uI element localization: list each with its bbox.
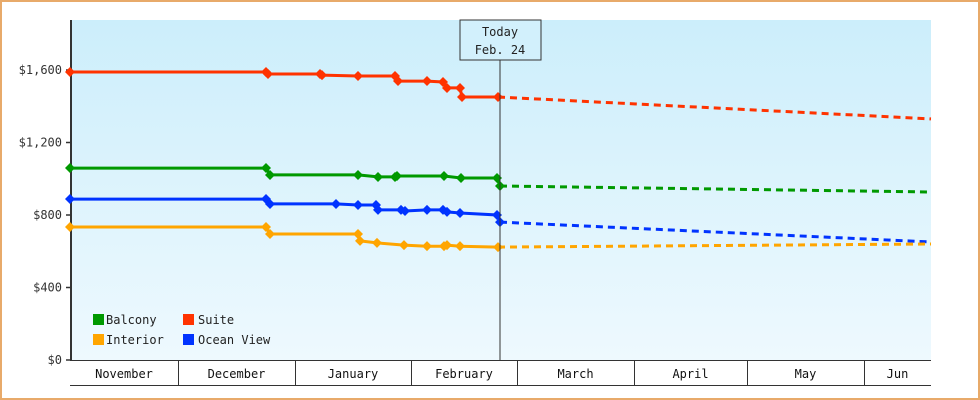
data-point-marker[interactable]: [263, 68, 273, 79]
data-point-marker[interactable]: [65, 194, 75, 205]
data-point-marker[interactable]: [393, 76, 403, 87]
data-point-marker[interactable]: [400, 206, 410, 217]
data-point-marker[interactable]: [265, 198, 275, 209]
legend: Balcony Suite Interior Ocean View: [93, 313, 271, 347]
legend-item-balcony[interactable]: Balcony: [93, 313, 157, 327]
legend-item-suite[interactable]: Suite: [183, 313, 234, 327]
data-point-marker[interactable]: [265, 229, 275, 240]
data-point-marker[interactable]: [331, 198, 341, 209]
data-point-marker[interactable]: [373, 204, 383, 215]
data-point-marker[interactable]: [455, 241, 465, 252]
data-point-marker[interactable]: [422, 204, 432, 215]
data-point-marker[interactable]: [457, 92, 467, 103]
series-lines: [65, 66, 932, 253]
data-point-marker[interactable]: [65, 66, 75, 77]
x-month-label: March: [557, 367, 593, 381]
data-point-marker[interactable]: [65, 163, 75, 174]
x-month-label: January: [328, 367, 379, 381]
series-balcony: [65, 163, 932, 194]
legend-label-suite: Suite: [198, 313, 234, 327]
y-tick-label: $0: [48, 353, 62, 367]
series-interior: [65, 221, 932, 253]
legend-label-interior: Interior: [106, 333, 164, 347]
legend-label-ocean-view: Ocean View: [198, 333, 271, 347]
y-axis: $0 $400 $800 $1,200 $1,600: [19, 20, 72, 367]
data-point-marker[interactable]: [353, 200, 363, 211]
data-point-marker[interactable]: [65, 221, 75, 232]
data-point-marker[interactable]: [442, 240, 452, 251]
x-month-label: December: [208, 367, 266, 381]
data-point-marker[interactable]: [261, 163, 271, 174]
legend-item-interior[interactable]: Interior: [93, 333, 164, 347]
data-point-marker[interactable]: [373, 171, 383, 182]
x-month-label: November: [95, 367, 153, 381]
data-point-marker[interactable]: [353, 169, 363, 180]
y-tick-label: $400: [33, 281, 62, 295]
series-ocean-view: [65, 194, 932, 244]
today-label-line1: Today: [482, 25, 518, 39]
legend-swatch-interior: [93, 334, 104, 345]
data-point-marker[interactable]: [455, 208, 465, 219]
x-axis: November December January February March Apri…: [70, 360, 931, 386]
x-month-label: April: [672, 367, 708, 381]
data-point-marker[interactable]: [399, 240, 409, 251]
data-point-marker[interactable]: [392, 171, 402, 182]
data-point-marker[interactable]: [422, 241, 432, 252]
data-point-marker[interactable]: [422, 76, 432, 87]
today-label-date: Feb. 24: [475, 43, 526, 57]
legend-swatch-ocean-view: [183, 334, 194, 345]
data-point-marker[interactable]: [265, 169, 275, 180]
legend-item-ocean-view[interactable]: Ocean View: [183, 333, 271, 347]
data-point-marker[interactable]: [355, 235, 365, 246]
data-point-marker[interactable]: [317, 70, 327, 81]
data-point-marker[interactable]: [442, 206, 452, 217]
data-point-marker[interactable]: [456, 173, 466, 184]
x-month-label: Jun: [887, 367, 909, 381]
legend-label-balcony: Balcony: [106, 313, 157, 327]
legend-swatch-suite: [183, 314, 194, 325]
data-point-marker[interactable]: [439, 171, 449, 182]
x-month-label: February: [435, 367, 493, 381]
legend-swatch-balcony: [93, 314, 104, 325]
today-label-box: [459, 19, 542, 61]
data-point-marker[interactable]: [353, 70, 363, 81]
data-point-marker[interactable]: [442, 82, 452, 93]
data-point-marker[interactable]: [261, 221, 271, 232]
data-point-marker[interactable]: [455, 82, 465, 93]
data-point-marker[interactable]: [372, 237, 382, 248]
today-marker: Today Feb. 24: [459, 19, 542, 360]
y-tick-label: $1,600: [19, 63, 62, 77]
y-tick-label: $800: [33, 208, 62, 222]
y-tick-label: $1,200: [19, 136, 62, 150]
x-month-label: May: [795, 367, 817, 381]
